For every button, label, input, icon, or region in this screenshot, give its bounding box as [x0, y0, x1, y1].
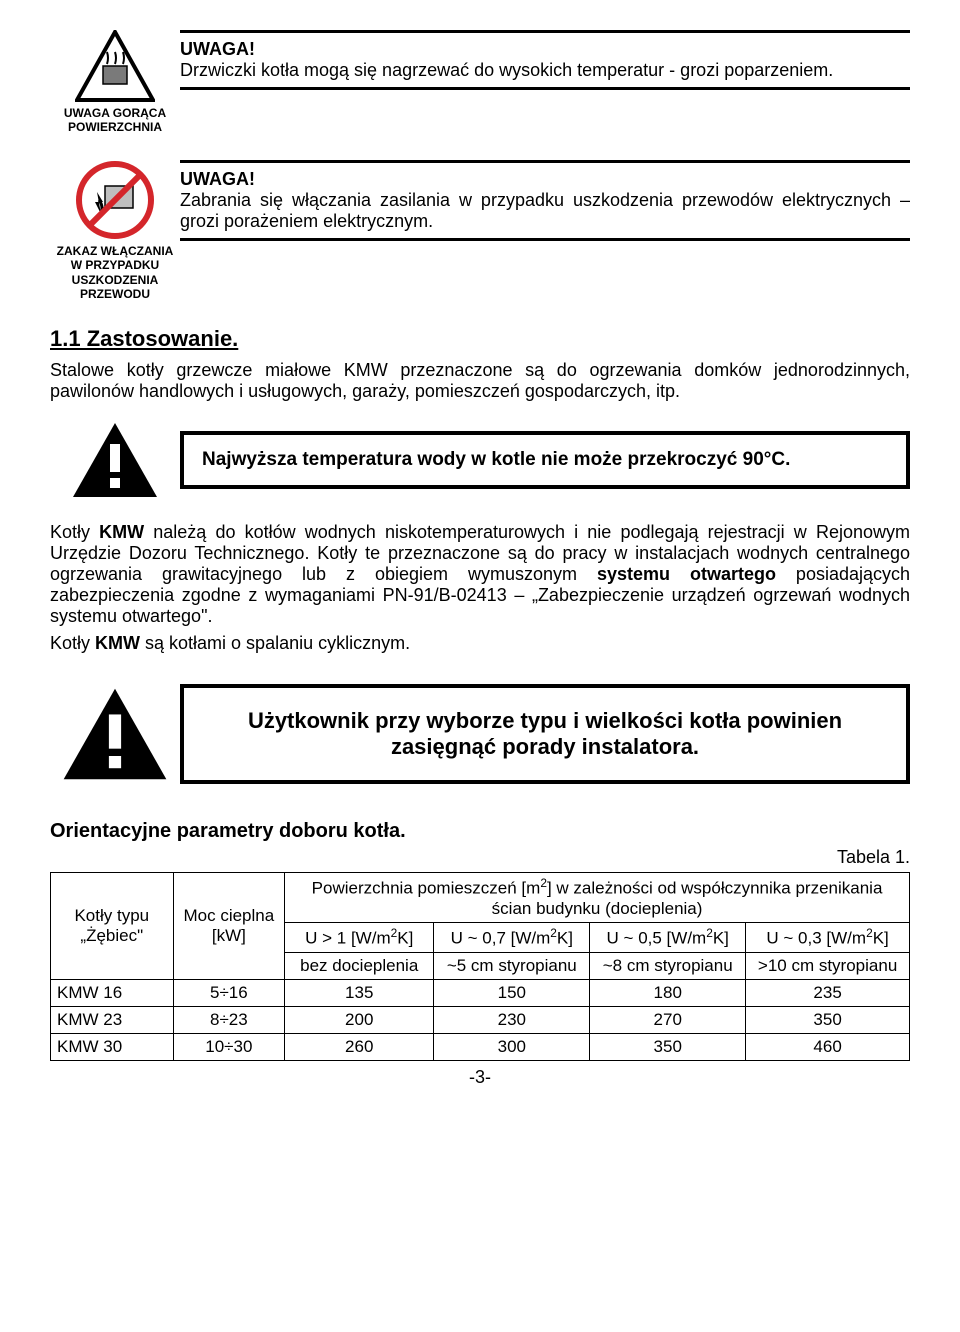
subhead-u1: U > 1 [W/m2K] [285, 923, 434, 953]
subhead-u07: U ~ 0,7 [W/m2K] [434, 923, 590, 953]
note-10cm: >10 cm styropianu [746, 952, 910, 979]
cell-val: 135 [285, 979, 434, 1006]
cell-model: KMW 30 [51, 1033, 174, 1060]
note-no-insul: bez docieplenia [285, 952, 434, 979]
section1-para1: Stalowe kotły grzewcze miałowe KMW przez… [50, 360, 910, 402]
callout-max-temp: Najwyższa temperatura wody w kotle nie m… [50, 420, 910, 500]
no-power-icon-col: ZAKAZ WŁĄCZANIA W PRZYPADKU USZKODZENIA … [50, 160, 180, 302]
no-power-caption: ZAKAZ WŁĄCZANIA W PRZYPADKU USZKODZENIA … [50, 244, 180, 302]
cell-val: 230 [434, 1006, 590, 1033]
col-area-span-header: Powierzchnia pomieszczeń [m2] w zależnoś… [285, 873, 910, 923]
cell-val: 270 [590, 1006, 746, 1033]
callout1-box: Najwyższa temperatura wody w kotle nie m… [180, 431, 910, 489]
note-8cm: ~8 cm styropianu [590, 952, 746, 979]
cell-power: 8÷23 [173, 1006, 285, 1033]
warning-triangle-icon [50, 420, 180, 500]
callout-installer-advice: Użytkownik przy wyborze typu i wielkości… [50, 684, 910, 784]
note-5cm: ~5 cm styropianu [434, 952, 590, 979]
cell-val: 350 [590, 1033, 746, 1060]
cell-val: 260 [285, 1033, 434, 1060]
table-row: KMW 30 10÷30 260 300 350 460 [51, 1033, 910, 1060]
page-number: -3- [50, 1067, 910, 1088]
table-row: KMW 16 5÷16 135 150 180 235 [51, 979, 910, 1006]
warning2-title: UWAGA! [180, 169, 255, 189]
cell-power: 5÷16 [173, 979, 285, 1006]
no-power-icon [75, 160, 155, 240]
table-label: Tabela 1. [50, 847, 910, 868]
table-row: KMW 23 8÷23 200 230 270 350 [51, 1006, 910, 1033]
table-header-row-1: Kotły typu „Żębiec" Moc cieplna [kW] Pow… [51, 873, 910, 923]
cell-val: 200 [285, 1006, 434, 1033]
callout2-box: Użytkownik przy wyborze typu i wielkości… [180, 684, 910, 784]
col-power-header: Moc cieplna [kW] [173, 873, 285, 979]
cell-val: 300 [434, 1033, 590, 1060]
cell-model: KMW 23 [51, 1006, 174, 1033]
hot-surface-icon [75, 30, 155, 102]
cell-val: 235 [746, 979, 910, 1006]
section-heading-zastosowanie: 1.1 Zastosowanie. [50, 326, 910, 352]
warning1-text: Drzwiczki kotła mogą się nagrzewać do wy… [180, 60, 833, 80]
cell-model: KMW 16 [51, 979, 174, 1006]
cell-val: 150 [434, 979, 590, 1006]
warning1-title: UWAGA! [180, 39, 255, 59]
para2: Kotły KMW należą do kotłów wodnych nisko… [50, 522, 910, 627]
table-heading: Orientacyjne parametry doboru kotła. [50, 820, 910, 843]
warning1-text-box: UWAGA! Drzwiczki kotła mogą się nagrzewa… [180, 30, 910, 90]
subhead-u03: U ~ 0,3 [W/m2K] [746, 923, 910, 953]
cell-val: 180 [590, 979, 746, 1006]
warning2-text-box: UWAGA! Zabrania się włączania zasilania … [180, 160, 910, 241]
hot-surface-caption: UWAGA GORĄCA POWIERZCHNIA [50, 106, 180, 135]
warning-no-power: ZAKAZ WŁĄCZANIA W PRZYPADKU USZKODZENIA … [50, 160, 910, 302]
col-model-header: Kotły typu „Żębiec" [51, 873, 174, 979]
cell-power: 10÷30 [173, 1033, 285, 1060]
subhead-u05: U ~ 0,5 [W/m2K] [590, 923, 746, 953]
warning-triangle-icon-2 [50, 685, 180, 783]
parameters-table: Kotły typu „Żębiec" Moc cieplna [kW] Pow… [50, 872, 910, 1060]
para3: Kotły KMW są kotłami o spalaniu cykliczn… [50, 633, 910, 654]
cell-val: 460 [746, 1033, 910, 1060]
warning2-text: Zabrania się włączania zasilania w przyp… [180, 190, 910, 231]
hot-surface-icon-col: UWAGA GORĄCA POWIERZCHNIA [50, 30, 180, 135]
warning-hot-surface: UWAGA GORĄCA POWIERZCHNIA UWAGA! Drzwicz… [50, 30, 910, 135]
cell-val: 350 [746, 1006, 910, 1033]
